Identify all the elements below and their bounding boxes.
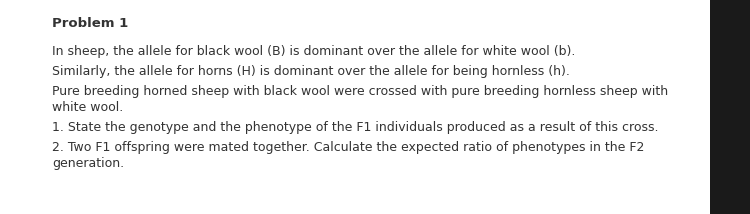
Text: generation.: generation. bbox=[52, 157, 124, 170]
Text: 2. Two F1 offspring were mated together. Calculate the expected ratio of phenoty: 2. Two F1 offspring were mated together.… bbox=[52, 141, 644, 154]
Bar bbox=[710, 0, 750, 214]
Text: In sheep, the allele for black wool (B) is dominant over the allele for white wo: In sheep, the allele for black wool (B) … bbox=[52, 45, 575, 58]
Text: white wool.: white wool. bbox=[52, 101, 123, 114]
Text: Pure breeding horned sheep with black wool were crossed with pure breeding hornl: Pure breeding horned sheep with black wo… bbox=[52, 85, 668, 98]
Text: Similarly, the allele for horns (H) is dominant over the allele for being hornle: Similarly, the allele for horns (H) is d… bbox=[52, 65, 570, 78]
Text: 1. State the genotype and the phenotype of the F1 individuals produced as a resu: 1. State the genotype and the phenotype … bbox=[52, 121, 658, 134]
Text: Problem 1: Problem 1 bbox=[52, 17, 128, 30]
